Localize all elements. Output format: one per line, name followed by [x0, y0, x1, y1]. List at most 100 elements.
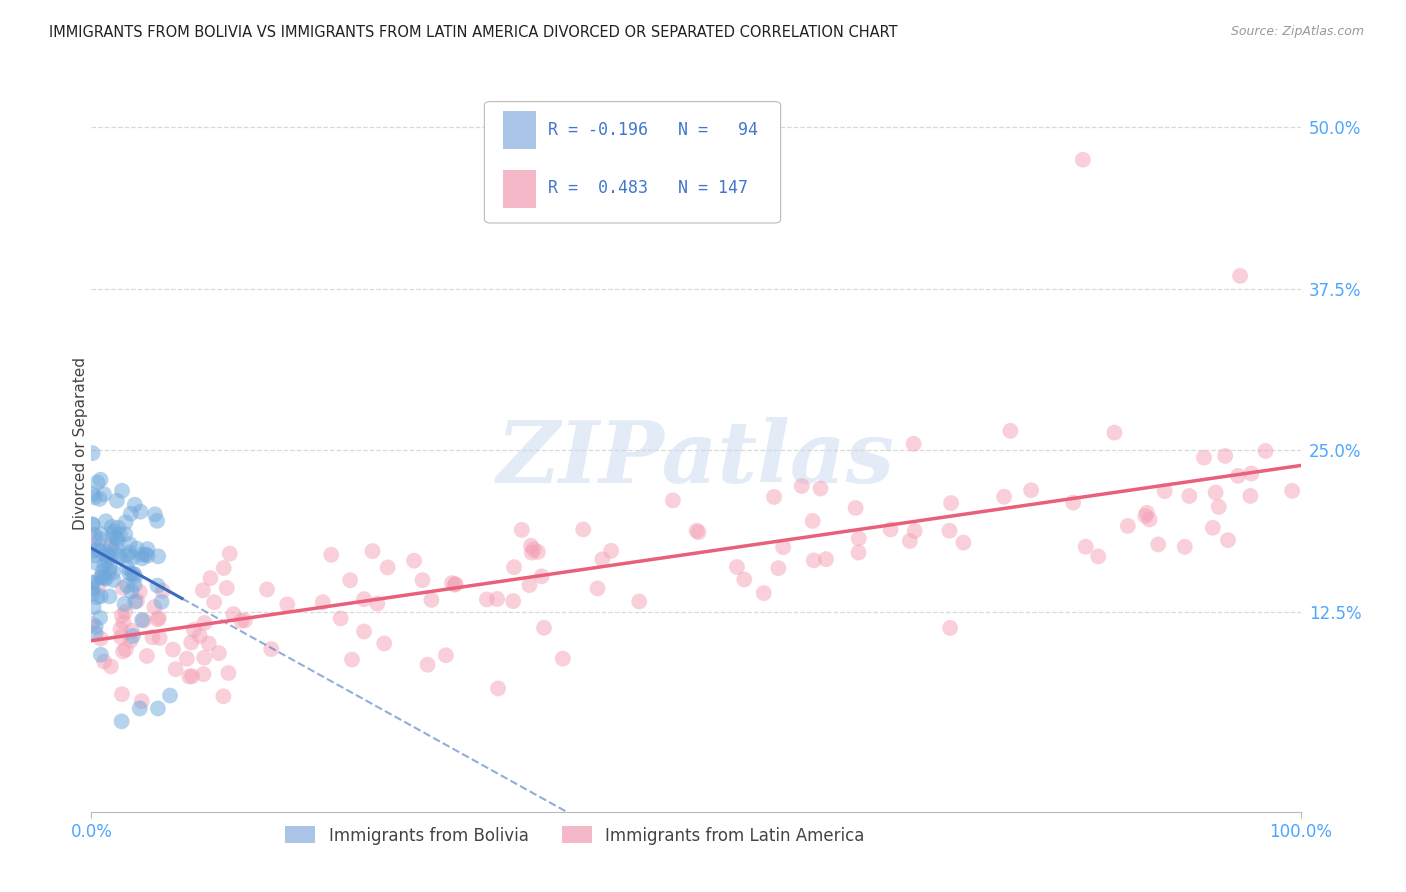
Point [353, 624, 375, 639]
Point [124, 569, 146, 583]
Point [1226, 468, 1249, 483]
Point [143, 508, 166, 522]
Point [120, 633, 142, 648]
Text: Source: ZipAtlas.com: Source: ZipAtlas.com [1230, 25, 1364, 38]
Point [107, 521, 129, 535]
Point [183, 623, 205, 637]
Point [1087, 549, 1109, 564]
Point [1240, 467, 1263, 481]
Point [108, 527, 131, 541]
Point [90, 527, 112, 541]
Point [276, 598, 298, 612]
Point [527, 545, 550, 559]
Point [125, 541, 148, 556]
Point [1213, 449, 1236, 463]
Point [1019, 483, 1042, 498]
Point [100, 659, 122, 673]
Point [107, 548, 129, 562]
Point [111, 687, 134, 701]
Point [91, 565, 114, 579]
Point [110, 630, 132, 644]
Point [115, 642, 138, 657]
Point [90, 473, 112, 487]
Point [938, 524, 960, 538]
Point [688, 525, 710, 540]
Point [149, 631, 172, 645]
Point [340, 652, 363, 666]
Point [150, 595, 173, 609]
Point [1071, 153, 1094, 167]
FancyBboxPatch shape [502, 170, 536, 209]
Legend: Immigrants from Bolivia, Immigrants from Latin America: Immigrants from Bolivia, Immigrants from… [278, 820, 872, 851]
Point [848, 545, 870, 559]
Point [101, 520, 124, 534]
Point [108, 549, 131, 564]
Point [120, 584, 142, 599]
Point [520, 539, 543, 553]
Point [148, 549, 170, 564]
Point [790, 479, 813, 493]
Point [87, 579, 110, 593]
Point [146, 612, 169, 626]
Point [84, 556, 107, 570]
Point [217, 665, 239, 680]
Point [83, 600, 105, 615]
Point [879, 523, 901, 537]
Point [115, 578, 138, 592]
Point [112, 615, 135, 630]
Point [520, 546, 543, 560]
Point [121, 550, 143, 565]
Point [136, 549, 159, 563]
Point [373, 636, 395, 650]
Point [83, 543, 105, 558]
Point [131, 548, 153, 562]
Point [82, 575, 104, 590]
Point [96, 549, 118, 563]
Text: R =  0.483   N = 147: R = 0.483 N = 147 [548, 178, 748, 197]
Point [146, 579, 169, 593]
Point [202, 595, 225, 609]
Point [1192, 450, 1215, 465]
Point [112, 644, 135, 658]
Point [197, 636, 219, 650]
Point [91, 569, 114, 583]
Point [94, 572, 117, 586]
Point [118, 537, 141, 551]
Point [121, 624, 143, 638]
Point [212, 690, 235, 704]
Point [1281, 483, 1303, 498]
Point [96, 553, 118, 567]
Point [188, 629, 211, 643]
Point [82, 582, 104, 596]
Point [114, 527, 136, 541]
Point [810, 482, 832, 496]
Point [165, 662, 187, 676]
Point [131, 551, 153, 566]
Text: R = -0.196   N =   94: R = -0.196 N = 94 [548, 121, 758, 139]
Point [120, 507, 142, 521]
Point [98, 560, 121, 574]
Point [530, 569, 553, 583]
Point [100, 550, 122, 565]
Point [952, 535, 974, 549]
Point [845, 500, 868, 515]
Point [218, 547, 240, 561]
Point [82, 517, 104, 532]
Point [586, 582, 609, 596]
Point [83, 528, 105, 542]
Point [412, 573, 434, 587]
Point [444, 577, 467, 591]
Point [82, 617, 104, 632]
FancyBboxPatch shape [502, 112, 536, 149]
Point [1074, 540, 1097, 554]
Point [260, 642, 283, 657]
Point [212, 561, 235, 575]
Point [93, 655, 115, 669]
Point [366, 597, 388, 611]
Point [904, 524, 927, 538]
Point [146, 514, 169, 528]
Point [111, 608, 134, 623]
Point [733, 573, 755, 587]
Point [82, 487, 104, 501]
Point [131, 694, 153, 708]
